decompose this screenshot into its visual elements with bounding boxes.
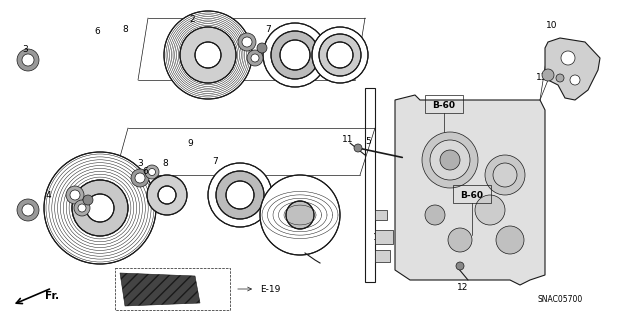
Text: 6: 6 — [94, 27, 100, 36]
Circle shape — [150, 185, 160, 195]
Circle shape — [271, 31, 319, 79]
Circle shape — [247, 50, 263, 66]
Circle shape — [22, 54, 34, 66]
Circle shape — [493, 163, 517, 187]
Circle shape — [164, 11, 252, 99]
Bar — [375, 210, 387, 220]
Circle shape — [147, 175, 187, 215]
Circle shape — [319, 34, 361, 76]
Circle shape — [78, 204, 86, 212]
Circle shape — [70, 190, 80, 200]
Circle shape — [208, 163, 272, 227]
Circle shape — [195, 42, 221, 68]
Circle shape — [154, 176, 166, 188]
Circle shape — [312, 27, 368, 83]
Bar — [375, 230, 393, 244]
Circle shape — [286, 201, 314, 229]
Bar — [115, 268, 230, 310]
Circle shape — [448, 228, 472, 252]
Text: 8: 8 — [122, 26, 128, 34]
Circle shape — [238, 33, 256, 51]
Circle shape — [354, 144, 362, 152]
Circle shape — [260, 175, 340, 255]
Circle shape — [542, 69, 554, 81]
Bar — [425, 95, 463, 113]
Circle shape — [226, 181, 254, 209]
Circle shape — [216, 171, 264, 219]
Text: Fr.: Fr. — [45, 291, 59, 301]
Bar — [375, 250, 390, 262]
Text: 1: 1 — [373, 234, 379, 242]
Circle shape — [74, 200, 90, 216]
Circle shape — [157, 179, 163, 185]
Circle shape — [422, 132, 478, 188]
Circle shape — [44, 152, 156, 264]
Circle shape — [86, 194, 114, 222]
Circle shape — [485, 155, 525, 195]
Circle shape — [556, 74, 564, 82]
Circle shape — [425, 205, 445, 225]
Text: 13: 13 — [536, 73, 548, 83]
Polygon shape — [545, 38, 600, 100]
Circle shape — [430, 140, 470, 180]
Circle shape — [561, 51, 575, 65]
Circle shape — [66, 186, 84, 204]
Circle shape — [570, 75, 580, 85]
Circle shape — [242, 37, 252, 47]
Text: B-60: B-60 — [461, 190, 483, 199]
Text: E-19: E-19 — [260, 285, 280, 293]
Text: 3: 3 — [22, 46, 28, 55]
Text: SNAC05700: SNAC05700 — [538, 295, 582, 305]
Polygon shape — [395, 95, 545, 285]
Circle shape — [158, 186, 176, 204]
Text: 2: 2 — [189, 16, 195, 25]
Text: 7: 7 — [212, 158, 218, 167]
Text: 4: 4 — [45, 190, 51, 199]
Bar — [365, 88, 375, 282]
Circle shape — [475, 195, 505, 225]
Circle shape — [22, 204, 34, 216]
Circle shape — [496, 226, 524, 254]
Bar — [453, 185, 491, 203]
Text: 9: 9 — [187, 138, 193, 147]
Text: 6: 6 — [142, 167, 148, 176]
Circle shape — [263, 23, 327, 87]
Circle shape — [327, 42, 353, 68]
Circle shape — [251, 54, 259, 62]
Text: 11: 11 — [342, 136, 354, 145]
Circle shape — [280, 40, 310, 70]
Circle shape — [257, 43, 267, 53]
Circle shape — [145, 165, 159, 179]
Circle shape — [72, 180, 128, 236]
Circle shape — [131, 169, 149, 187]
Circle shape — [456, 262, 464, 270]
Text: 3: 3 — [137, 160, 143, 168]
Circle shape — [440, 150, 460, 170]
Text: 10: 10 — [547, 20, 557, 29]
Circle shape — [17, 199, 39, 221]
Circle shape — [17, 49, 39, 71]
Text: 12: 12 — [458, 283, 468, 292]
Text: B-60: B-60 — [433, 100, 456, 109]
Circle shape — [148, 168, 156, 175]
Circle shape — [180, 27, 236, 83]
Circle shape — [135, 173, 145, 183]
Text: 8: 8 — [162, 159, 168, 167]
Polygon shape — [120, 273, 200, 306]
Text: 5: 5 — [365, 137, 371, 146]
Circle shape — [83, 195, 93, 205]
Text: 7: 7 — [265, 26, 271, 34]
